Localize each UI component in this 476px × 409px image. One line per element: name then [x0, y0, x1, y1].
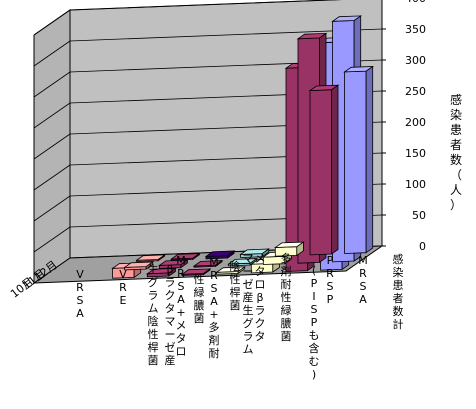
gridline-side [33, 195, 71, 222]
bar [180, 268, 212, 276]
bar [169, 252, 201, 261]
bar-top-face [227, 258, 259, 265]
bar-top-face [308, 84, 340, 92]
bar [215, 266, 247, 275]
bar-top-face [204, 250, 236, 257]
bar [204, 250, 236, 260]
bar [343, 65, 375, 254]
chart-bars [111, 15, 375, 279]
gridline-side [33, 71, 71, 98]
gridline [69, 28, 383, 42]
y-tick-label: 150 [405, 147, 426, 160]
bar [308, 84, 340, 256]
bar-top-face [343, 66, 375, 73]
x-tick-label: M R S A +メタロ [176, 254, 187, 358]
gridline-side [33, 9, 71, 36]
bar-top-face [135, 254, 167, 261]
x-tick-label: 多剤耐性緑膿菌 [281, 251, 292, 343]
x-tick-label: メタロ β ラクタ [255, 252, 266, 343]
bar-top-face [296, 32, 328, 40]
y-tick-label: 0 [419, 240, 426, 253]
bar-side-face [365, 65, 374, 254]
x-tick-label: β ラクタマーゼ産 [165, 263, 176, 367]
x-tick-label: マーゼ産生グラム [243, 252, 254, 356]
bar-top-face [273, 241, 305, 248]
bar-top-face [239, 248, 271, 255]
y-tick-label: 50 [412, 209, 426, 222]
y-axis-ticks: 0 50 100 150 200 250 300 350 400 [382, 0, 426, 253]
bar-top-face [169, 253, 201, 260]
gridline [69, 0, 341, 11]
bar [239, 248, 271, 258]
y-tick-label: 250 [405, 85, 426, 98]
gridline-side [33, 226, 71, 253]
gridline-side [33, 164, 71, 191]
x-tick-label: 感染患者数計 [393, 253, 404, 331]
x-tick-label: 生グラム陰性桿菌 [148, 262, 159, 367]
y-tick-label: 300 [405, 54, 426, 67]
bar-top-face [192, 260, 224, 267]
bar-top-face [215, 266, 247, 273]
x-tick-label: 陰性桿菌 [230, 259, 241, 312]
bar [157, 259, 189, 269]
bar [135, 254, 167, 262]
bar-top-face [123, 261, 155, 268]
bar-top-face [145, 267, 177, 275]
y-tick-label: 100 [405, 178, 426, 191]
bar-top-face [180, 268, 212, 275]
bar-side-face [330, 84, 339, 255]
bar-front-face [344, 70, 367, 254]
bar-front-face [309, 89, 332, 256]
bar [192, 259, 224, 268]
x-tick-label: 性緑膿菌 [194, 272, 205, 325]
bar-top-face [331, 15, 363, 22]
x-tick-label: M R S A +多剤耐 [209, 256, 220, 360]
y-tick-label: 400 [405, 0, 426, 5]
gridline-side [33, 102, 71, 129]
gridline-side [33, 133, 71, 160]
bar [273, 241, 305, 257]
y-tick-label: 200 [405, 116, 426, 129]
gridline-side [33, 40, 71, 67]
bar [227, 257, 259, 267]
bar [145, 267, 177, 278]
bar [123, 261, 155, 271]
y-tick-label: 350 [405, 23, 426, 36]
y-axis-label: 感染患者数（人） [450, 92, 462, 212]
x-tick-label: (P I S P も含む) [309, 264, 320, 381]
